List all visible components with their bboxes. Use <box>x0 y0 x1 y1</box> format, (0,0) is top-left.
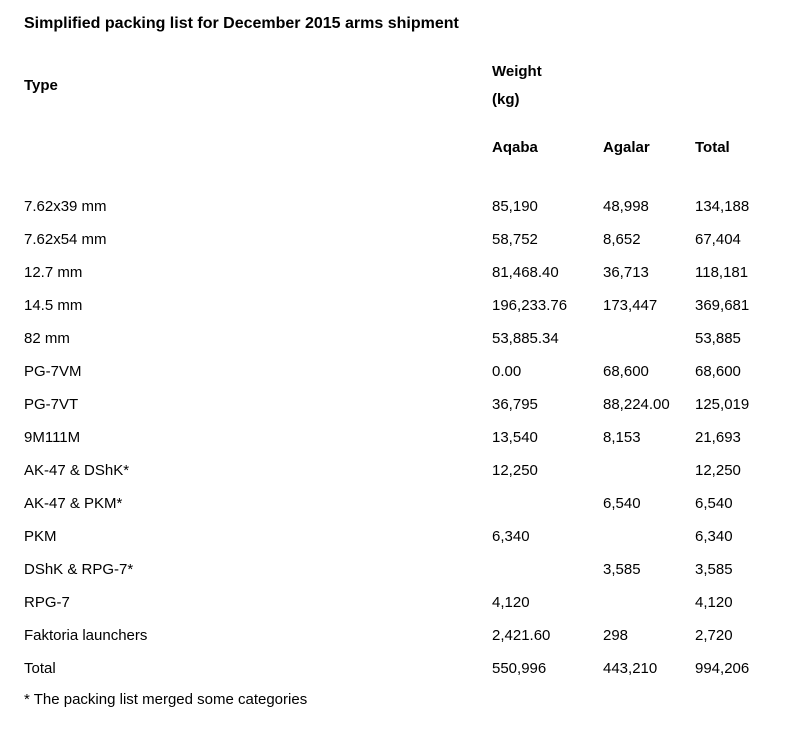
aqaba-cell: 13,540 <box>492 429 538 446</box>
table-row-total: Total 550,996 443,210 994,206 <box>24 652 785 685</box>
type-cell: Faktoria launchers <box>24 627 148 644</box>
total-column-header: Total <box>695 140 730 156</box>
aqaba-cell: 196,233.76 <box>492 297 568 314</box>
type-cell: PKM <box>24 528 57 545</box>
agalar-cell: 6,540 <box>603 495 641 512</box>
table-row: 82 mm 53,885.34 53,885 <box>24 322 785 355</box>
table-header-group-row: Type Weight (kg) <box>24 58 785 114</box>
agalar-cell: 443,210 <box>603 660 658 677</box>
agalar-cell: 298 <box>603 627 629 644</box>
aqaba-cell: 81,468.40 <box>492 264 559 281</box>
type-cell: AK-47 & DShK* <box>24 462 130 479</box>
total-cell: 118,181 <box>695 264 749 281</box>
table-row: AK-47 & PKM* 6,540 6,540 <box>24 487 785 520</box>
total-cell: 994,206 <box>695 660 750 677</box>
agalar-cell: 3,585 <box>603 561 641 578</box>
table-row: Faktoria launchers 2,421.60 298 2,720 <box>24 619 785 652</box>
aqaba-cell: 0.00 <box>492 363 522 380</box>
aqaba-cell: 36,795 <box>492 396 538 413</box>
agalar-cell <box>603 586 695 619</box>
type-cell: AK-47 & PKM* <box>24 495 123 512</box>
type-cell: DShK & RPG-7* <box>24 561 134 578</box>
agalar-cell <box>603 322 695 355</box>
table-row: 12.7 mm 81,468.40 36,713 118,181 <box>24 256 785 289</box>
agalar-cell <box>603 520 695 553</box>
aqaba-cell: 6,340 <box>492 528 530 545</box>
body-spacer-row <box>24 156 785 190</box>
total-cell: 2,720 <box>695 627 733 644</box>
table-row: PG-7VM 0.00 68,600 68,600 <box>24 355 785 388</box>
type-cell: PG-7VT <box>24 396 79 413</box>
total-cell: 53,885 <box>695 330 741 347</box>
total-cell: 67,404 <box>695 231 741 248</box>
page-title: Simplified packing list for December 201… <box>24 15 459 32</box>
aqaba-cell <box>492 553 603 586</box>
table-row: 14.5 mm 196,233.76 173,447 369,681 <box>24 289 785 322</box>
footnote: * The packing list merged some categorie… <box>24 691 308 708</box>
weight-header-line2: (kg) <box>492 91 520 108</box>
aqaba-cell: 4,120 <box>492 594 530 611</box>
agalar-cell: 173,447 <box>603 297 658 314</box>
total-cell: 369,681 <box>695 297 750 314</box>
aqaba-cell: 12,250 <box>492 462 538 479</box>
aqaba-column-header: Aqaba <box>492 140 538 156</box>
aqaba-cell: 550,996 <box>492 660 547 677</box>
total-cell: 6,540 <box>695 495 733 512</box>
weight-column-header: Weight (kg) <box>492 58 603 114</box>
table-row: PG-7VT 36,795 88,224.00 125,019 <box>24 388 785 421</box>
type-cell: Total <box>24 660 56 677</box>
total-cell: 125,019 <box>695 396 750 413</box>
agalar-column-header: Agalar <box>603 140 650 156</box>
total-cell: 6,340 <box>695 528 733 545</box>
type-cell: 12.7 mm <box>24 264 83 281</box>
type-cell: 7.62x54 mm <box>24 231 107 248</box>
header-spacer-row <box>24 114 785 140</box>
aqaba-cell: 58,752 <box>492 231 538 248</box>
weight-header-line1: Weight <box>492 63 542 80</box>
agalar-cell <box>603 454 695 487</box>
agalar-cell: 48,998 <box>603 198 649 215</box>
table-row: 7.62x54 mm 58,752 8,652 67,404 <box>24 223 785 256</box>
aqaba-cell <box>492 487 603 520</box>
table-row: RPG-7 4,120 4,120 <box>24 586 785 619</box>
aqaba-cell: 53,885.34 <box>492 330 559 347</box>
total-cell: 134,188 <box>695 198 750 215</box>
agalar-cell: 88,224.00 <box>603 396 670 413</box>
total-cell: 12,250 <box>695 462 741 479</box>
type-cell: 7.62x39 mm <box>24 198 107 215</box>
type-cell: 82 mm <box>24 330 70 347</box>
type-cell: 9M111M <box>24 429 81 446</box>
agalar-cell: 8,153 <box>603 429 641 446</box>
agalar-cell: 8,652 <box>603 231 641 248</box>
table-row: 7.62x39 mm 85,190 48,998 134,188 <box>24 190 785 223</box>
agalar-cell: 36,713 <box>603 264 649 281</box>
type-cell: 14.5 mm <box>24 297 83 314</box>
table-row: PKM 6,340 6,340 <box>24 520 785 553</box>
aqaba-cell: 85,190 <box>492 198 538 215</box>
type-cell: PG-7VM <box>24 363 82 380</box>
table-row: AK-47 & DShK* 12,250 12,250 <box>24 454 785 487</box>
total-cell: 21,693 <box>695 429 741 446</box>
agalar-cell: 68,600 <box>603 363 649 380</box>
packing-list-table: Type Weight (kg) Aqaba Agalar Total 7.62… <box>24 58 785 685</box>
total-cell: 4,120 <box>695 594 733 611</box>
type-cell: RPG-7 <box>24 594 70 611</box>
table-row: DShK & RPG-7* 3,585 3,585 <box>24 553 785 586</box>
total-cell: 68,600 <box>695 363 741 380</box>
table-row: 9M111M 13,540 8,153 21,693 <box>24 421 785 454</box>
table-column-header-row: Aqaba Agalar Total <box>24 140 785 156</box>
aqaba-cell: 2,421.60 <box>492 627 551 644</box>
total-cell: 3,585 <box>695 561 733 578</box>
type-column-header: Type <box>24 77 58 94</box>
